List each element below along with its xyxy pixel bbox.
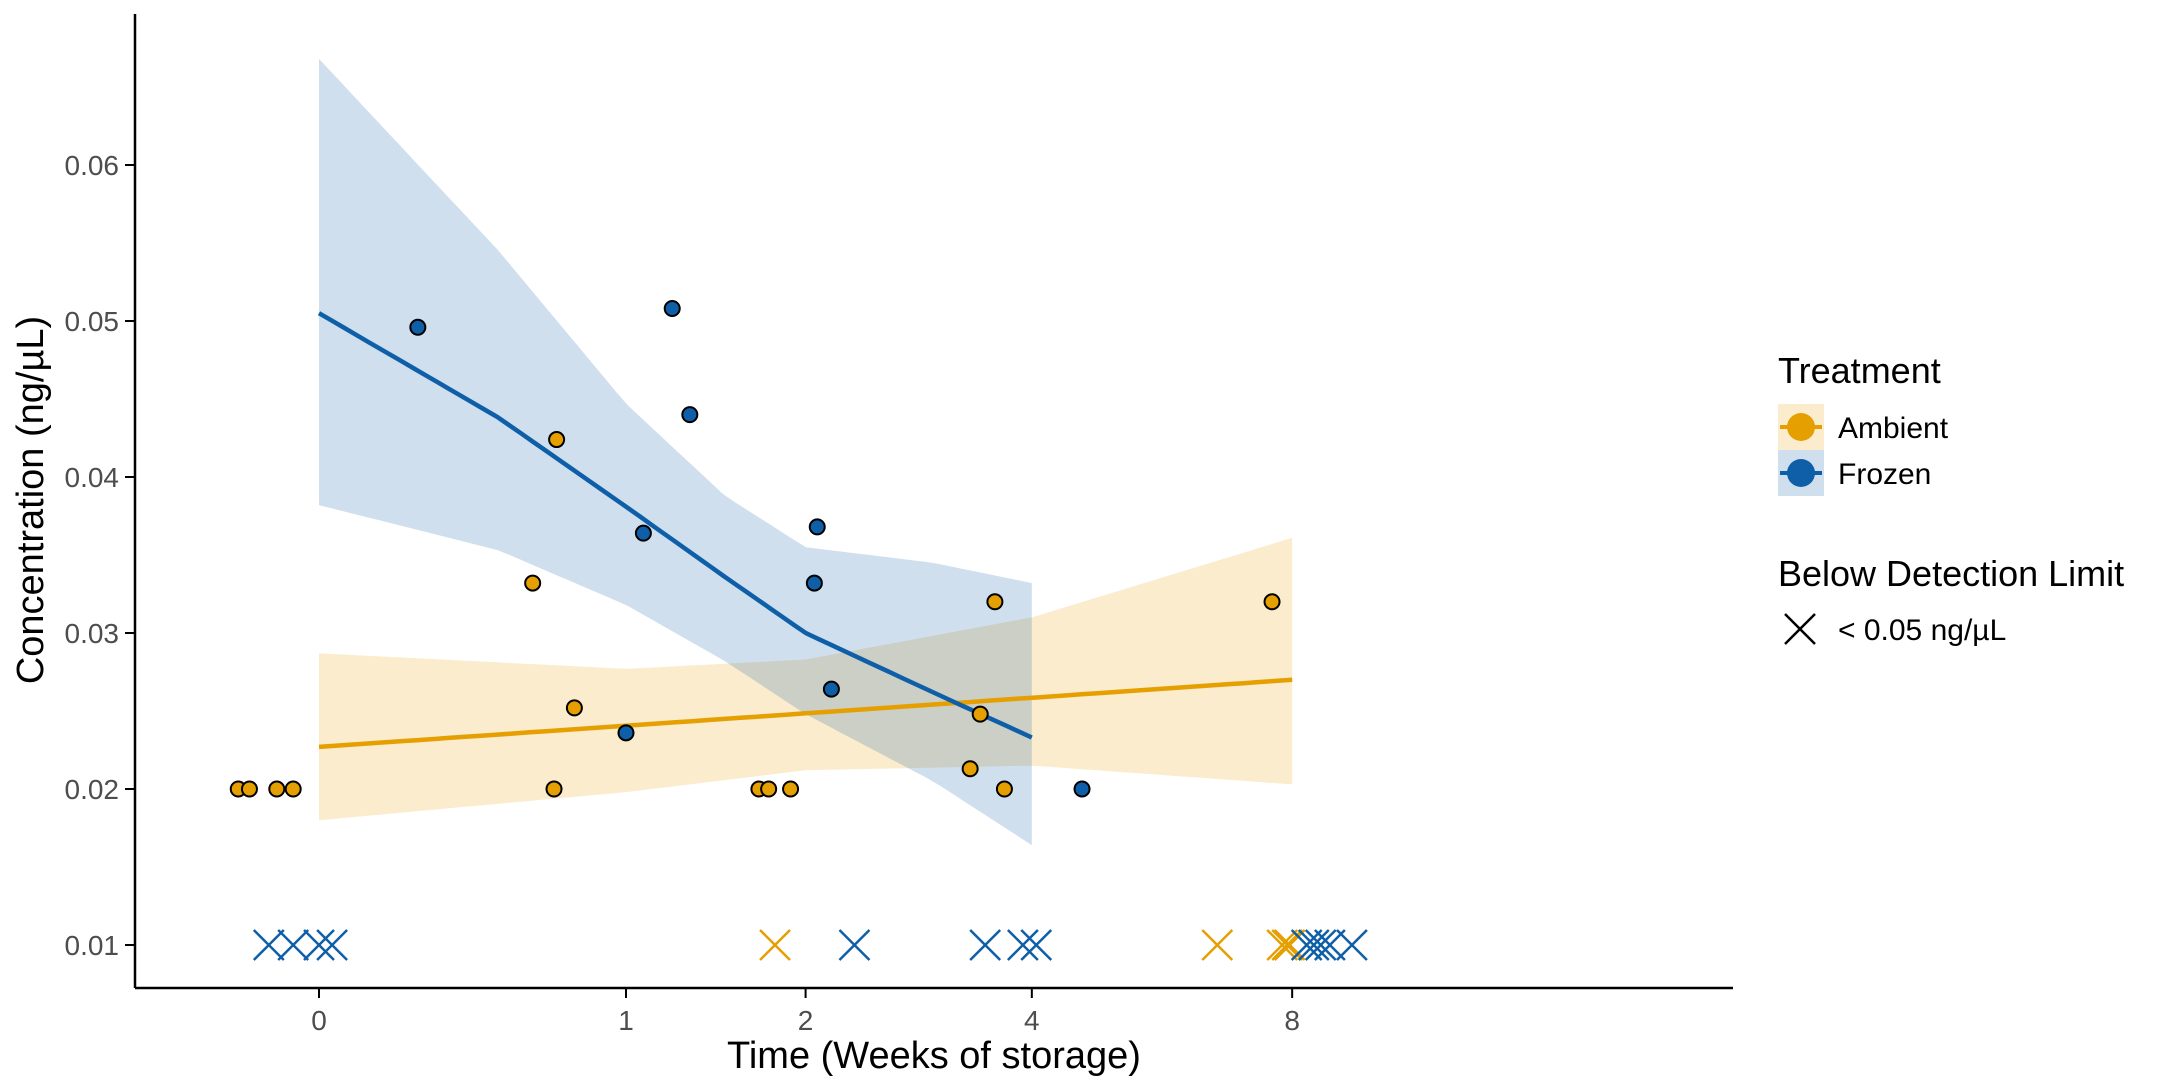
x-tick-label: 2	[798, 1005, 814, 1036]
below-detection-marker-ambient	[1266, 929, 1299, 961]
point-ambient	[1263, 593, 1281, 611]
fit-line-ambient	[318, 677, 1293, 750]
below-detection-marker-ambient	[759, 929, 791, 961]
x-axis-title: Time (Weeks of storage)	[727, 1035, 1141, 1077]
below-detection-markers-group	[252, 929, 1368, 961]
legend-bdl-title: Below Detection Limit	[1778, 553, 2124, 594]
x-tick-label: 0	[311, 1005, 327, 1036]
x-tick-label: 4	[1024, 1005, 1040, 1036]
ci-band-frozen	[319, 58, 1032, 846]
point-frozen	[409, 318, 427, 336]
below-detection-marker-frozen	[1290, 929, 1323, 961]
below-detection-marker-frozen	[252, 929, 285, 961]
x-tick-label: 8	[1284, 1005, 1300, 1036]
below-detection-marker-ambient	[1273, 929, 1306, 961]
legend-bdl-x-icon	[1784, 613, 1816, 645]
y-axis-title: Concentration (ng/µL)	[10, 316, 52, 684]
below-detection-marker-frozen	[277, 929, 310, 961]
fit-lines-group	[317, 311, 1293, 750]
legend: Treatment Ambient Frozen Below Detection…	[1778, 350, 2124, 647]
fit-line-frozen	[317, 311, 1033, 740]
point-ambient	[524, 574, 542, 592]
below-detection-marker-frozen	[1314, 929, 1346, 961]
y-tick-label: 0.01	[65, 930, 120, 961]
below-detection-marker-frozen	[1297, 929, 1330, 961]
below-detection-marker-frozen	[303, 929, 335, 961]
below-detection-marker-frozen	[1007, 929, 1039, 961]
point-ambient	[548, 431, 566, 449]
ci-band-ambient	[319, 537, 1293, 821]
point-ambient	[565, 699, 583, 717]
point-ambient	[986, 593, 1004, 611]
x-axis-ticks-group: 0 1 2 4 8	[311, 988, 1300, 1036]
legend-key-point-frozen	[1787, 459, 1815, 487]
point-frozen	[1073, 780, 1091, 798]
point-ambient	[961, 760, 979, 778]
point-ambient	[545, 780, 563, 798]
point-frozen	[808, 518, 826, 536]
y-tick-label: 0.03	[65, 618, 120, 649]
point-ambient	[971, 705, 989, 723]
point-frozen	[822, 680, 840, 698]
below-detection-marker-ambient	[1201, 929, 1234, 961]
point-ambient	[268, 780, 286, 798]
point-frozen	[634, 524, 652, 542]
legend-label-ambient: Ambient	[1838, 412, 1949, 445]
legend-treatment-title: Treatment	[1778, 350, 1941, 391]
point-ambient	[782, 780, 800, 798]
y-tick-label: 0.05	[65, 306, 120, 337]
x-tick-label: 1	[618, 1005, 634, 1036]
legend-label-frozen: Frozen	[1838, 458, 1931, 491]
point-ambient	[284, 780, 302, 798]
point-ambient	[995, 780, 1013, 798]
point-ambient	[240, 780, 258, 798]
y-tick-label: 0.02	[65, 774, 120, 805]
below-detection-marker-frozen	[1020, 929, 1053, 961]
ci-bands-group	[319, 58, 1293, 846]
point-frozen	[805, 574, 823, 592]
legend-bdl-label: < 0.05 ng/µL	[1838, 614, 2006, 647]
point-ambient	[760, 780, 778, 798]
points-group	[229, 300, 1281, 798]
below-detection-marker-frozen	[1336, 929, 1368, 961]
point-frozen	[663, 300, 681, 318]
y-axis-ticks-group: 0.01 0.02 0.03 0.04 0.05 0.06	[65, 150, 135, 961]
below-detection-marker-frozen	[316, 929, 348, 961]
y-tick-label: 0.06	[65, 150, 120, 181]
point-frozen	[681, 406, 699, 424]
legend-key-point-ambient	[1787, 413, 1815, 441]
below-detection-marker-frozen	[838, 929, 871, 961]
below-detection-marker-frozen	[969, 929, 1002, 961]
below-detection-marker-frozen	[1304, 929, 1337, 961]
y-tick-label: 0.04	[65, 462, 120, 493]
point-frozen	[617, 724, 635, 742]
